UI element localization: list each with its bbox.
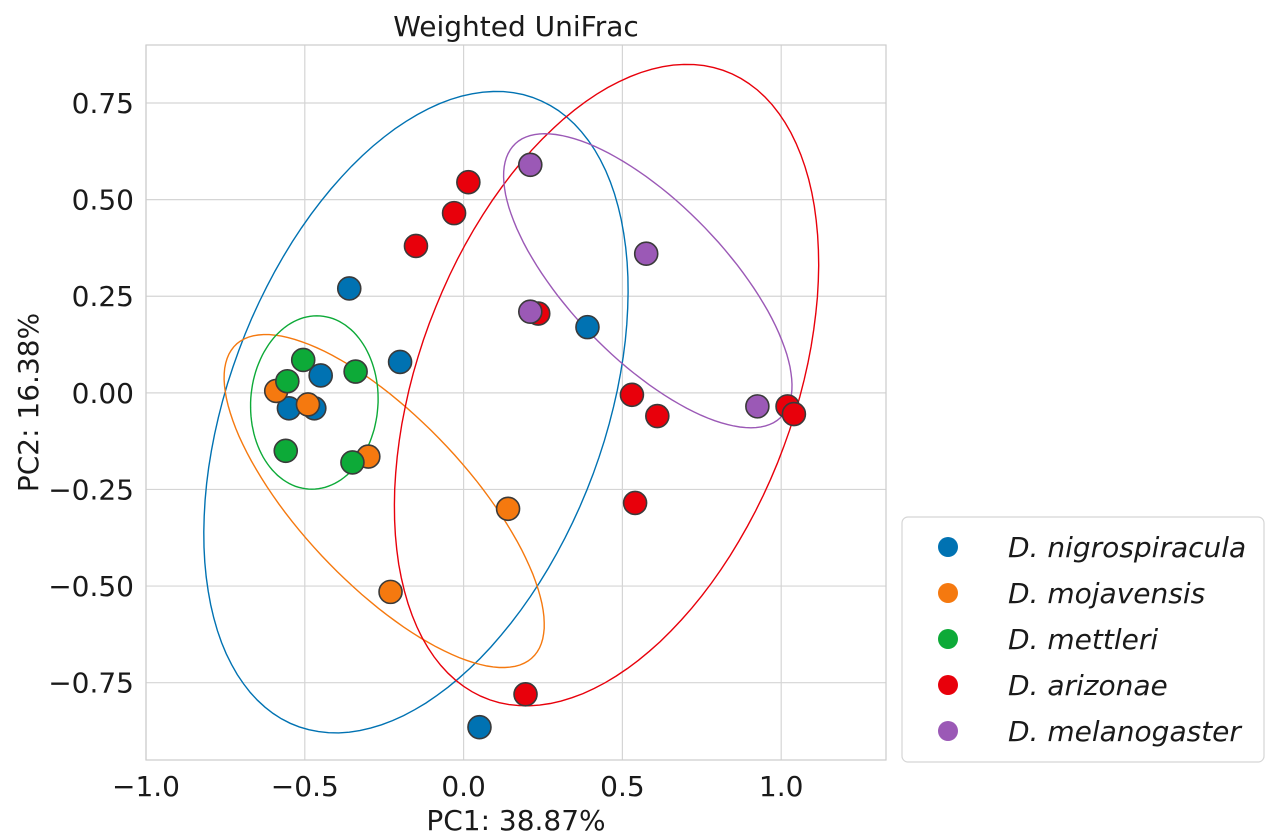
legend-label: D. nigrospiracula xyxy=(1008,531,1246,564)
x-tick-label: 0.0 xyxy=(441,770,486,803)
data-points xyxy=(263,152,807,740)
legend-marker xyxy=(938,629,958,649)
data-point xyxy=(403,233,429,259)
legend-marker xyxy=(938,675,958,695)
legend-label: D. arizonae xyxy=(1008,669,1168,702)
legend-marker xyxy=(938,583,958,603)
ellipse-d-arizonae xyxy=(393,63,820,707)
x-tick-label: 0.5 xyxy=(600,770,645,803)
data-point xyxy=(517,152,543,178)
y-tick-label: 0.00 xyxy=(72,377,134,410)
y-tick-label: 0.75 xyxy=(72,87,134,120)
data-point xyxy=(745,394,770,419)
data-point xyxy=(340,450,365,475)
x-axis-label: PC1: 38.87% xyxy=(426,804,605,837)
legend: D. nigrospiracula D. mojavensis D. mettler… xyxy=(901,516,1265,763)
ellipse-d-nigrospiracula xyxy=(203,90,629,734)
data-point xyxy=(495,496,521,522)
x-axis-ticks: −1.0 −0.5 0.0 0.5 1.0 xyxy=(112,770,803,803)
data-point xyxy=(308,363,333,388)
data-point xyxy=(295,392,321,417)
data-point xyxy=(456,169,481,195)
y-axis-ticks: 0.75 0.50 0.25 0.00 −0.25 −0.50 −0.75 xyxy=(48,87,134,700)
ellipse-d-melanogaster xyxy=(502,132,793,429)
y-tick-label: −0.25 xyxy=(48,473,134,506)
data-point xyxy=(781,401,807,427)
data-point xyxy=(290,347,316,373)
data-point xyxy=(467,714,492,740)
grid-lines xyxy=(145,45,886,760)
data-point xyxy=(387,349,413,375)
legend-marker xyxy=(938,537,958,557)
ellipse-d-mettleri xyxy=(249,315,379,490)
x-tick-label: −1.0 xyxy=(112,770,180,803)
y-tick-label: −0.75 xyxy=(48,667,134,700)
data-point xyxy=(622,490,648,516)
data-point xyxy=(378,579,403,605)
legend-label: D. melanogaster xyxy=(1008,715,1242,748)
y-tick-label: 0.25 xyxy=(72,280,134,313)
y-axis-label: PC2: 16.38% xyxy=(12,313,45,492)
legend-label: D. mojavensis xyxy=(1008,577,1205,610)
data-point xyxy=(633,241,659,267)
data-point xyxy=(513,681,538,707)
plot-frame xyxy=(145,44,887,761)
data-point xyxy=(619,382,645,408)
legend-label: D. mettleri xyxy=(1008,623,1158,656)
data-point xyxy=(645,403,670,429)
legend-marker xyxy=(938,721,958,741)
x-tick-label: −0.5 xyxy=(271,770,339,803)
chart-title: Weighted UniFrac xyxy=(393,10,639,43)
y-tick-label: −0.50 xyxy=(48,570,134,603)
y-tick-label: 0.50 xyxy=(72,184,134,217)
data-point xyxy=(343,359,368,384)
data-point xyxy=(273,438,299,464)
data-point xyxy=(275,368,300,394)
data-point xyxy=(441,200,467,226)
x-tick-label: 1.0 xyxy=(759,770,804,803)
data-point xyxy=(517,299,543,324)
legend-box xyxy=(901,516,1265,763)
data-point xyxy=(575,314,600,340)
data-point xyxy=(336,276,362,301)
